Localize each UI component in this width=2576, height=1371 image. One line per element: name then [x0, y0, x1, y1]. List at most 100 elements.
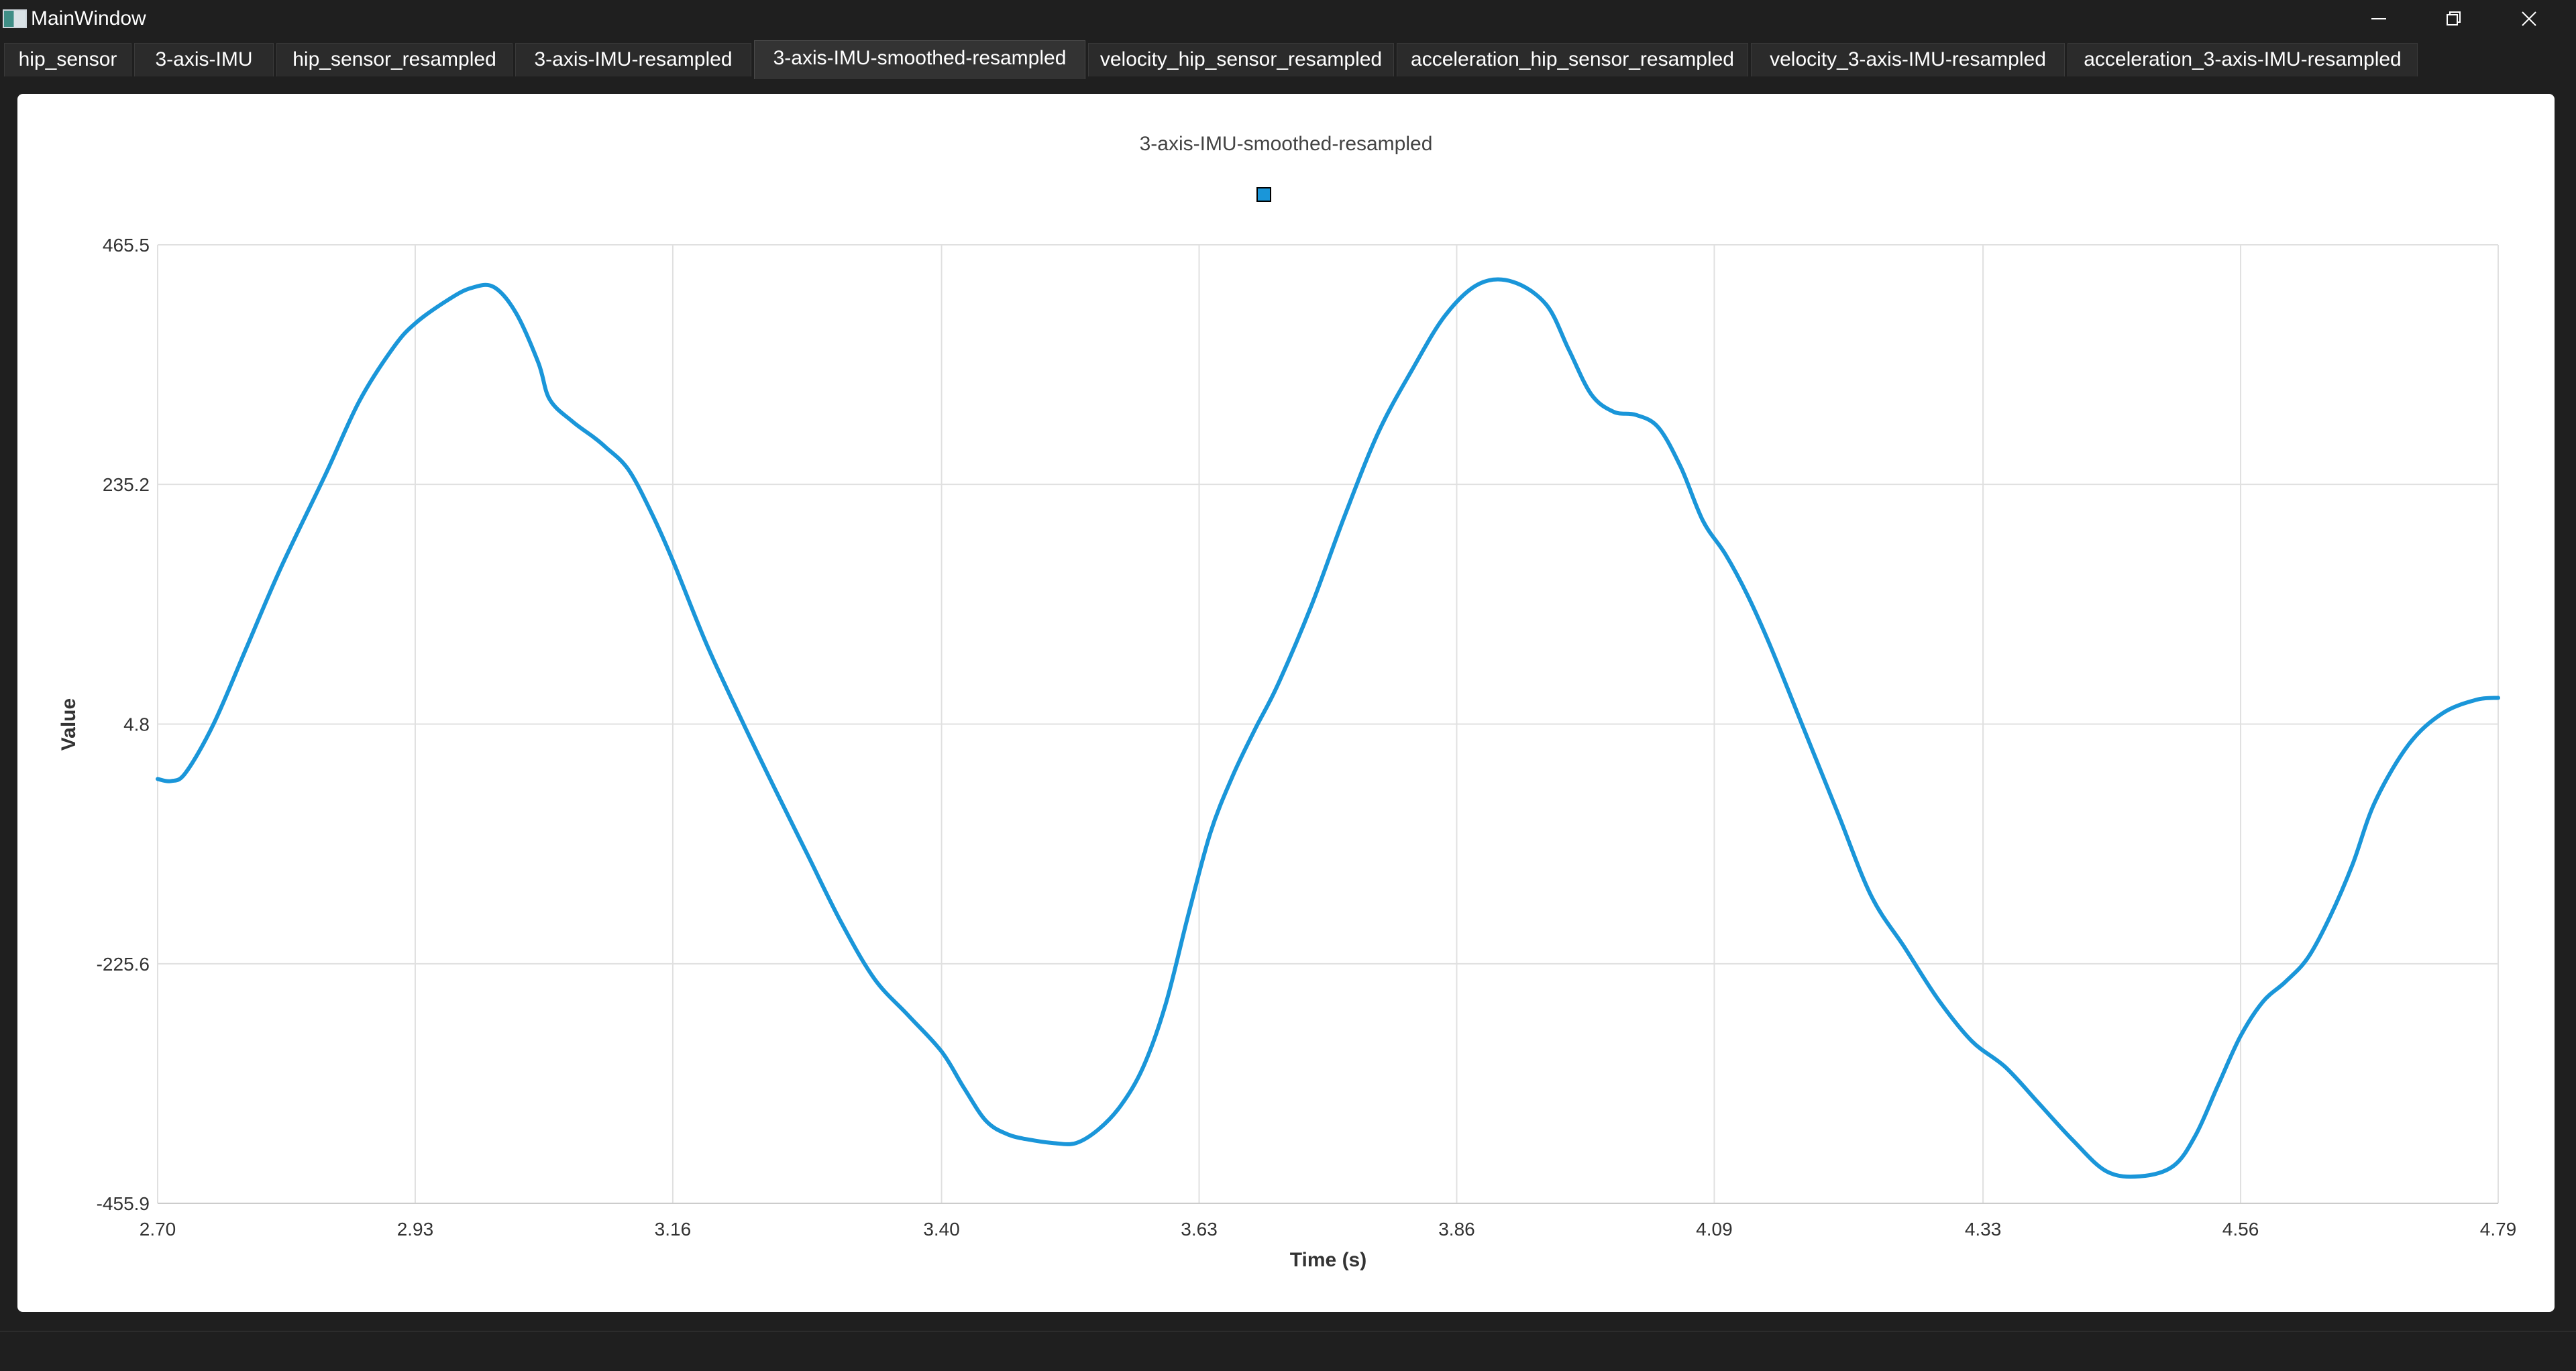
data-point [413, 321, 417, 325]
data-point [1589, 392, 1593, 396]
data-point [984, 1119, 988, 1123]
tab-hip-sensor[interactable]: hip_sensor [4, 43, 131, 76]
chart-panel: 3-axis-IMU-smoothed-resampled 2.70 2.93 3.… [17, 94, 2555, 1312]
x-tick-label: 3.40 [923, 1219, 960, 1240]
tab-bar: hip_sensor 3-axis-IMU hip_sensor_resampl… [0, 40, 2576, 79]
tab-velocity-hip-sensor-resampled[interactable]: velocity_hip_sensor_resampled [1088, 43, 1394, 76]
data-point [1343, 514, 1347, 518]
status-bar [0, 1331, 2576, 1371]
data-point [1052, 1141, 1056, 1145]
data-point [771, 784, 775, 788]
data-point [2037, 1101, 2041, 1105]
data-point [2284, 980, 2288, 984]
tab-acceleration-hip-sensor-resampled[interactable]: acceleration_hip_sensor_resampled [1397, 43, 1748, 76]
tab-acceleration-3-axis-imu-resampled[interactable]: acceleration_3-axis-IMU-resampled [2068, 43, 2418, 76]
data-point [358, 399, 362, 403]
data-point [592, 436, 596, 440]
data-point [1074, 1141, 1078, 1145]
minimize-button[interactable] [2341, 0, 2416, 38]
x-tick-label: 4.09 [1696, 1219, 1733, 1240]
minimize-icon [2371, 18, 2386, 19]
data-point [2004, 1065, 2008, 1069]
data-point [1007, 1133, 1011, 1137]
data-point [2474, 698, 2478, 702]
chart-title: 3-axis-IMU-smoothed-resampled [1140, 133, 1433, 155]
data-point [805, 852, 809, 856]
data-point [738, 714, 742, 718]
data-point [1410, 368, 1414, 372]
data-point [279, 566, 283, 570]
x-tick-label: 3.86 [1438, 1219, 1475, 1240]
data-point [704, 642, 708, 646]
data-point [1477, 282, 1481, 286]
data-point [2171, 1164, 2176, 1168]
data-point [1309, 604, 1313, 608]
data-point [1656, 425, 1660, 429]
y-axis-label: Value [58, 698, 80, 751]
data-point [2261, 999, 2265, 1003]
x-tick-label: 4.79 [2480, 1219, 2517, 1240]
series-line [156, 277, 2500, 1179]
data-point [1377, 431, 1381, 435]
data-point [1902, 946, 1907, 950]
restore-icon [2447, 11, 2461, 25]
data-point [1746, 594, 1750, 598]
y-tick-label: 4.8 [123, 714, 150, 735]
data-point [1544, 303, 1548, 307]
data-point [1119, 1103, 1123, 1107]
data-point [1208, 831, 1212, 835]
data-point [391, 346, 395, 350]
chart[interactable]: 3-axis-IMU-smoothed-resampled 2.70 2.93 3.… [17, 94, 2555, 1312]
data-point [872, 977, 876, 981]
data-point [1566, 347, 1570, 351]
x-axis-label: Time (s) [1290, 1249, 1366, 1271]
data-point [2440, 712, 2445, 716]
data-point [1231, 774, 1235, 778]
y-tick-label: 235.2 [103, 474, 150, 495]
data-point [2239, 1034, 2243, 1038]
app-icon [3, 9, 27, 28]
data-point [962, 1086, 966, 1090]
data-point [2406, 743, 2410, 747]
data-point [1186, 914, 1190, 918]
data-point [2328, 914, 2332, 918]
data-point [1141, 1065, 1145, 1069]
data-point [323, 472, 327, 476]
y-tick-label: 465.5 [103, 235, 150, 256]
data-point [1869, 893, 1873, 897]
data-point [570, 419, 574, 423]
grid [157, 244, 2499, 1204]
tab-3-axis-imu-resampled[interactable]: 3-axis-IMU-resampled [515, 43, 751, 76]
title-bar[interactable]: MainWindow [0, 0, 2576, 38]
tab-3-axis-imu[interactable]: 3-axis-IMU [134, 43, 274, 76]
data-point [1936, 997, 1940, 1001]
data-point [1163, 1003, 1167, 1007]
data-point [492, 285, 496, 289]
tab-velocity-3-axis-imu-resampled[interactable]: velocity_3-axis-IMU-resampled [1751, 43, 2065, 76]
x-tick-label: 2.70 [140, 1219, 176, 1240]
restore-button[interactable] [2416, 0, 2491, 38]
data-point [1253, 727, 1257, 731]
data-point [514, 311, 518, 315]
tab-hip-sensor-resampled[interactable]: hip_sensor_resampled [276, 43, 513, 76]
data-point [246, 644, 250, 648]
close-icon [2522, 11, 2536, 26]
y-tick-label: -455.9 [97, 1193, 150, 1214]
data-point [839, 920, 843, 924]
data-point [649, 508, 653, 512]
tab-3-axis-imu-smoothed-resampled[interactable]: 3-axis-IMU-smoothed-resampled [754, 40, 1085, 79]
legend-marker[interactable] [1256, 187, 1271, 202]
data-point [1096, 1128, 1100, 1132]
data-point [156, 777, 160, 781]
data-point [469, 286, 473, 290]
data-point [2071, 1138, 2075, 1142]
data-point [940, 1050, 944, 1054]
close-button[interactable] [2491, 0, 2567, 38]
data-point [1701, 519, 1705, 523]
data-point [906, 1013, 910, 1017]
data-point [447, 297, 451, 301]
data-point [2306, 956, 2310, 960]
x-tick-label: 4.33 [1965, 1219, 2002, 1240]
data-point [537, 361, 541, 365]
data-point [2351, 863, 2355, 867]
